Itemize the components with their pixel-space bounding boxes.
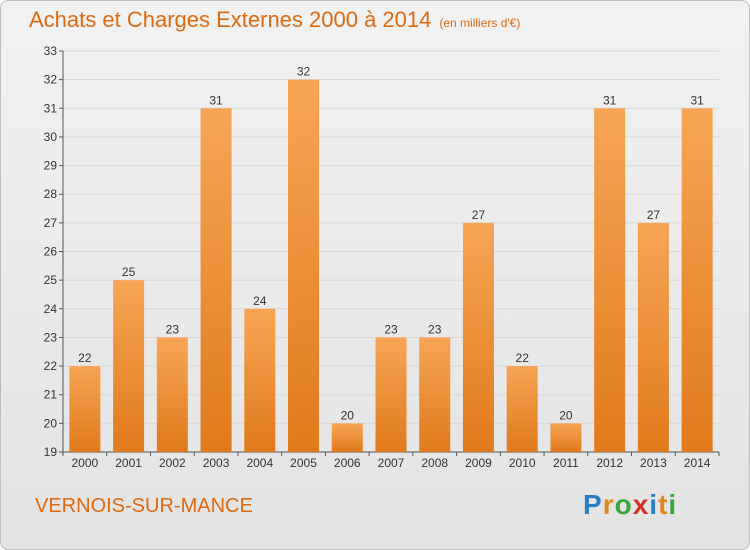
x-tick-label-2008: 2008 xyxy=(421,456,448,470)
data-label-2013: 27 xyxy=(647,208,661,222)
y-tick-label: 22 xyxy=(44,359,58,373)
y-tick-label: 32 xyxy=(44,73,58,87)
x-tick-label-2012: 2012 xyxy=(596,456,623,470)
y-tick-label: 24 xyxy=(44,302,58,316)
bar-2009 xyxy=(462,222,494,452)
bar-2001 xyxy=(113,280,145,452)
data-label-2003: 31 xyxy=(209,93,223,107)
x-tick-label-2013: 2013 xyxy=(640,456,667,470)
data-label-2006: 20 xyxy=(341,408,355,422)
x-tick-labels: 2000 2001 2002 2003 2004 2005 2006 2007 2008 2009… xyxy=(62,452,720,470)
data-label-2002: 23 xyxy=(166,322,180,336)
data-label-2012: 31 xyxy=(603,93,617,107)
y-tick-label: 20 xyxy=(44,416,58,430)
y-tick-label: 30 xyxy=(44,130,58,144)
chart-subtitle: (en milliers d'€) xyxy=(439,16,521,30)
data-label-2008: 23 xyxy=(428,322,442,336)
data-label-2004: 24 xyxy=(253,294,267,308)
proxiti-logo: Proxiti xyxy=(583,489,678,520)
y-tick-label: 26 xyxy=(44,245,58,259)
bar-2000 xyxy=(69,366,101,452)
bar-2013 xyxy=(637,222,669,452)
x-tick-label-2007: 2007 xyxy=(378,456,405,470)
y-tick-label: 27 xyxy=(44,216,58,230)
y-tick-label: 33 xyxy=(44,44,58,58)
y-tick-label: 31 xyxy=(44,101,58,115)
data-label-2001: 25 xyxy=(122,265,136,279)
place-name: VERNOIS-SUR-MANCE xyxy=(35,495,253,517)
x-tick-label-2002: 2002 xyxy=(159,456,186,470)
y-tick-label: 19 xyxy=(44,445,58,459)
bar-2007 xyxy=(375,337,407,452)
data-label-2014: 31 xyxy=(690,93,704,107)
y-tick-label: 29 xyxy=(44,159,58,173)
bars xyxy=(69,79,713,453)
bar-2011 xyxy=(550,423,582,452)
bar-2002 xyxy=(156,337,188,452)
x-tick-label-2004: 2004 xyxy=(246,456,273,470)
y-tick-labels: 19 20 21 22 23 24 25 26 27 28 29 30 31 32 33 xyxy=(44,44,63,459)
y-tick-label: 23 xyxy=(44,330,58,344)
chart-title-text: Achats et Charges Externes 2000 à 2014 xyxy=(29,7,432,32)
x-tick-label-2006: 2006 xyxy=(334,456,361,470)
data-label-2011: 20 xyxy=(559,408,573,422)
bar-2005 xyxy=(288,79,320,453)
data-labels: 22 25 23 31 24 32 20 23 23 27 22 20 31 27 31 xyxy=(78,65,704,423)
data-label-2000: 22 xyxy=(78,351,92,365)
data-label-2009: 27 xyxy=(472,208,486,222)
x-tick-label-2001: 2001 xyxy=(115,456,142,470)
bar-2003 xyxy=(200,108,232,453)
data-label-2007: 23 xyxy=(384,322,398,336)
bar-2004 xyxy=(244,308,276,452)
chart-title: Achats et Charges Externes 2000 à 2014 (e… xyxy=(29,7,520,33)
y-tick-label: 25 xyxy=(44,273,58,287)
bar-2012 xyxy=(594,108,626,453)
x-tick-label-2010: 2010 xyxy=(509,456,536,470)
x-tick-label-2003: 2003 xyxy=(203,456,230,470)
y-tick-label: 28 xyxy=(44,187,58,201)
bar-2014 xyxy=(681,108,713,453)
bar-2006 xyxy=(331,423,363,452)
bar-2010 xyxy=(506,366,538,452)
bar-2008 xyxy=(419,337,451,452)
x-tick-label-2005: 2005 xyxy=(290,456,317,470)
data-label-2005: 32 xyxy=(297,65,311,79)
x-tick-label-2011: 2011 xyxy=(553,456,579,470)
x-tick-label-2014: 2014 xyxy=(684,456,711,470)
data-label-2010: 22 xyxy=(516,351,530,365)
y-tick-label: 21 xyxy=(44,388,58,402)
x-tick-label-2009: 2009 xyxy=(465,456,492,470)
x-tick-label-2000: 2000 xyxy=(72,456,99,470)
